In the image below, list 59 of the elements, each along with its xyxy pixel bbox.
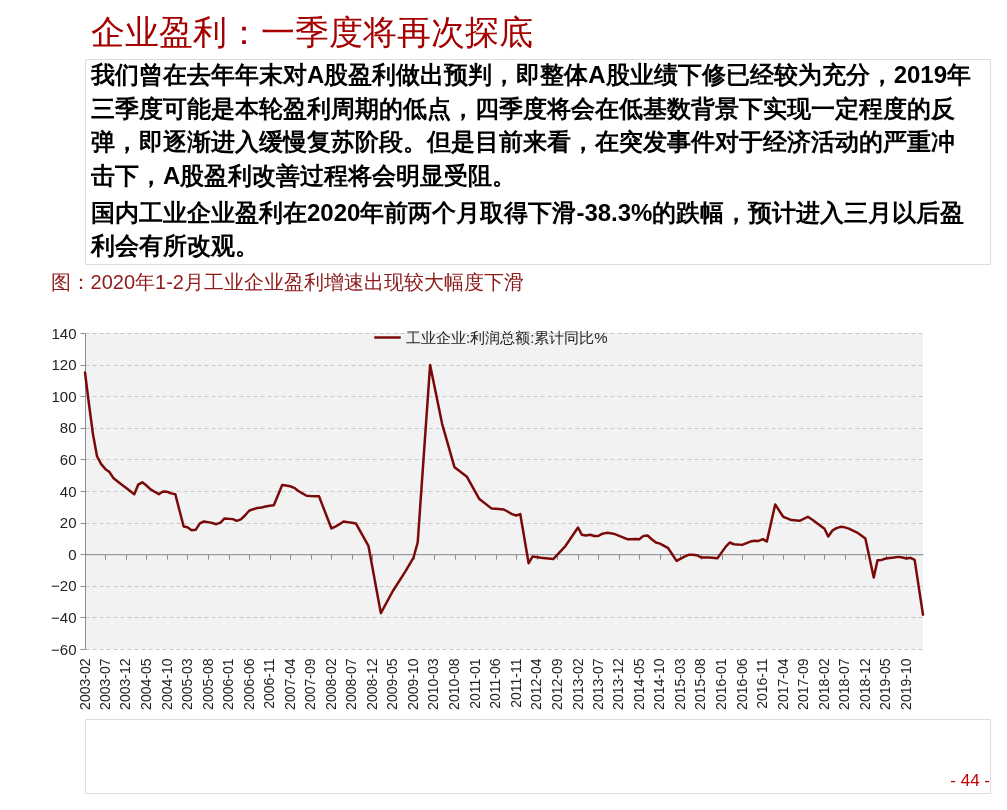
y-tick-label: −40 — [51, 608, 77, 626]
x-tick-label: 2010-08 — [446, 658, 463, 710]
legend-label: 工业企业:利润总额:累计同比% — [406, 328, 608, 346]
x-tick-label: 2003-02 — [76, 658, 93, 710]
x-tick-label: 2009-05 — [384, 658, 401, 710]
x-tick-label: 2012-04 — [528, 658, 545, 710]
y-tick-label: −20 — [51, 577, 77, 595]
y-tick-label: 20 — [59, 514, 77, 532]
y-tick-label: 60 — [59, 450, 77, 468]
line-series — [83, 363, 925, 616]
x-tick-label: 2018-07 — [836, 658, 853, 710]
x-tick-label: 2014-10 — [651, 658, 668, 710]
x-tick-label: 2011-01 — [466, 658, 483, 709]
y-tick-label: 40 — [59, 482, 77, 500]
chart-subtitle: 图：2020年1-2月工业企业盈利增速出现较大幅度下滑 — [50, 271, 524, 293]
x-tick-label: 2019-10 — [897, 658, 914, 710]
y-tick-label: −60 — [51, 640, 77, 658]
x-tick-label: 2005-08 — [199, 658, 216, 710]
y-tick-label: 140 — [51, 324, 77, 342]
x-tick-label: 2016-01 — [713, 658, 730, 710]
x-tick-label: 2010-03 — [425, 658, 442, 710]
x-tick-label: 2017-04 — [774, 658, 791, 710]
x-tick-label: 2019-05 — [877, 658, 894, 710]
x-tick-label: 2015-08 — [692, 658, 709, 710]
x-tick-label: 2008-02 — [322, 658, 339, 710]
y-tick-label: 80 — [59, 419, 77, 437]
x-tick-label: 2008-12 — [363, 658, 380, 710]
x-tick-label: 2007-04 — [281, 658, 298, 710]
x-tick-label: 2012-09 — [548, 658, 565, 710]
x-tick-label: 2015-03 — [671, 658, 688, 710]
x-tick-label: 2018-02 — [815, 658, 832, 710]
x-tick-label: 2013-02 — [569, 658, 586, 710]
x-tick-label: 2007-09 — [302, 658, 319, 710]
x-tick-label: 2006-06 — [240, 658, 257, 710]
x-tick-label: 2011-06 — [487, 658, 504, 709]
x-tick-label: 2018-12 — [856, 658, 873, 710]
text: - 44 - — [950, 771, 990, 790]
x-tick-label: 2014-05 — [630, 658, 647, 710]
x-tick-label: 2009-10 — [405, 658, 422, 710]
x-tick-label: 2004-05 — [137, 658, 154, 710]
x-tick-label: 2006-11 — [261, 658, 278, 709]
x-tick-label: 2013-12 — [610, 658, 627, 710]
x-tick-label: 2006-01 — [220, 658, 237, 710]
y-tick-label: 100 — [51, 387, 77, 405]
x-tick-label: 2005-03 — [178, 658, 195, 710]
text: 国内工业企业盈利在2020年前两个月取得下滑-38.3%的跌幅，预计进入三月以后盈利会有所改观。 — [90, 198, 965, 259]
x-tick-label: 2004-10 — [158, 658, 175, 710]
text: 我们曾在去年年末对A股盈利做出预判，即整体A股业绩下修已经较为充分，2019年三季度可能是本轮盈利周期的低点，四季度将会在低基数背景下实现一定程度的反弹，即逐渐进入缓慢复苏阶段。但是目前来看，在突发事件对于经济活动的严重冲击下，A股盈利改善过程将会明显受阻。 — [90, 61, 972, 189]
x-tick-label: 2003-07 — [96, 658, 113, 710]
x-tick-label: 2011-11 — [507, 658, 524, 708]
y-tick-label: 120 — [51, 356, 77, 374]
x-tick-label: 2017-09 — [795, 658, 812, 710]
x-tick-label: 2008-07 — [343, 658, 360, 710]
x-tick-label: 2013-07 — [589, 658, 606, 710]
y-tick-label: 0 — [68, 545, 77, 563]
x-tick-label: 2016-06 — [733, 658, 750, 710]
x-tick-label: 2016-11 — [754, 658, 771, 709]
chart-title: 企业盈利：一季度将再次探底 — [91, 13, 533, 51]
x-tick-label: 2003-12 — [117, 658, 134, 710]
